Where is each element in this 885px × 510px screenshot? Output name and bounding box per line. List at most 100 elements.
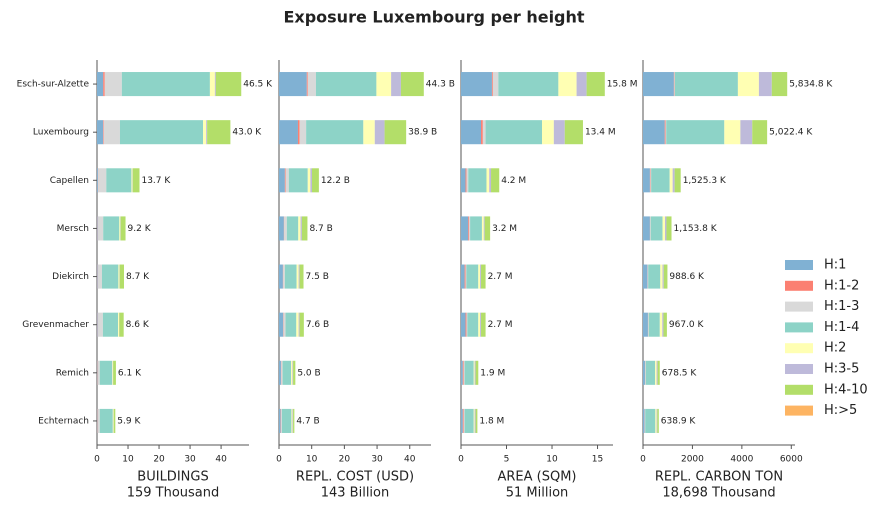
x-axis-sublabel: 51 Million xyxy=(506,486,569,501)
total-label: 638.9 K xyxy=(661,416,697,426)
bar-segment xyxy=(296,312,299,337)
bar-segment xyxy=(103,120,104,145)
total-label: 3.2 M xyxy=(492,224,517,234)
bar-segment xyxy=(209,72,215,97)
bar-segment xyxy=(301,216,308,241)
y-tick-label: Mersch xyxy=(57,224,89,234)
bar-segment xyxy=(215,72,242,97)
x-tick-label: 40 xyxy=(404,455,416,465)
bar-segment xyxy=(674,72,738,97)
bar-segment xyxy=(299,120,307,145)
legend-swatch xyxy=(785,260,813,270)
bar-segment xyxy=(363,120,375,145)
bar-segment xyxy=(102,312,119,337)
bar-segment xyxy=(724,120,741,145)
bar-segment xyxy=(206,120,208,145)
bar-segment xyxy=(486,168,490,193)
bar-segment xyxy=(461,312,466,337)
bar-segment xyxy=(461,360,463,385)
bar-segment xyxy=(485,120,543,145)
legend-swatch xyxy=(785,322,813,333)
bar-segment xyxy=(467,312,479,337)
bar-segment xyxy=(112,360,113,385)
bar-segment xyxy=(650,216,663,241)
legend-swatch xyxy=(785,405,813,416)
bar-segment xyxy=(468,168,487,193)
bar-segment xyxy=(279,168,285,193)
bar-segment xyxy=(97,408,100,433)
bar-segment xyxy=(659,312,663,337)
bar-segment xyxy=(118,312,120,337)
bar-segment xyxy=(461,408,463,433)
bar-segment xyxy=(104,72,122,97)
bar-segment xyxy=(666,120,725,145)
total-label: 5,022.4 K xyxy=(769,128,813,138)
bar-segment xyxy=(285,312,297,337)
bar-segment xyxy=(481,312,486,337)
bar-segment xyxy=(643,312,648,337)
x-tick-label: 0 xyxy=(458,455,464,465)
bar-segment xyxy=(655,360,657,385)
bar-segment xyxy=(752,120,768,145)
bar-segment xyxy=(97,264,102,289)
bar-segment xyxy=(279,120,298,145)
total-label: 13.7 K xyxy=(141,176,171,186)
bar-segment xyxy=(97,168,98,193)
legend-swatch xyxy=(785,384,813,395)
total-label: 9.2 K xyxy=(128,224,152,234)
bar-segment xyxy=(384,120,407,145)
bar-segment xyxy=(306,120,364,145)
bar-segment xyxy=(99,408,113,433)
bar-segment xyxy=(558,72,577,97)
bar-segment xyxy=(662,216,665,241)
x-axis-label: BUILDINGS xyxy=(137,470,208,485)
bar-segment xyxy=(464,360,474,385)
x-tick-label: 30 xyxy=(371,455,383,465)
bar-segment xyxy=(576,72,587,97)
bar-segment xyxy=(674,168,681,193)
x-tick-label: 15 xyxy=(592,455,603,465)
bar-segment xyxy=(310,168,313,193)
total-label: 15.8 M xyxy=(607,80,638,90)
x-tick-label: 30 xyxy=(184,455,196,465)
legend-label: H:1 xyxy=(824,258,846,273)
bar-segment xyxy=(480,264,482,289)
bar-segment xyxy=(374,120,385,145)
bar-segment xyxy=(656,360,658,385)
bar-segment xyxy=(491,72,493,97)
total-label: 5.0 B xyxy=(297,368,320,378)
bar-segment xyxy=(564,120,583,145)
bar-segment xyxy=(307,72,316,97)
bar-segment xyxy=(292,360,294,385)
bar-segment xyxy=(121,72,210,97)
total-label: 1.8 M xyxy=(479,416,504,426)
total-label: 8.6 K xyxy=(126,320,150,330)
x-tick-label: 5 xyxy=(504,455,510,465)
legend-label: H:>5 xyxy=(824,403,857,418)
bar-segment xyxy=(650,168,652,193)
bar-segment xyxy=(648,312,660,337)
legend-label: H:1-2 xyxy=(824,278,859,293)
bar-segment xyxy=(120,216,126,241)
x-axis-sublabel: 159 Thousand xyxy=(127,486,220,501)
total-label: 1.9 M xyxy=(480,368,505,378)
bar-segment xyxy=(296,264,299,289)
bar-segment xyxy=(291,408,293,433)
x-tick-label: 0 xyxy=(640,455,646,465)
bar-segment xyxy=(103,72,105,97)
x-tick-label: 20 xyxy=(339,455,351,465)
x-tick-label: 0 xyxy=(94,455,100,465)
x-tick-label: 10 xyxy=(546,455,558,465)
bar-segment xyxy=(281,360,283,385)
bar-segment xyxy=(119,216,121,241)
x-tick-label: 10 xyxy=(122,455,134,465)
total-label: 4.7 B xyxy=(296,416,319,426)
bar-segment xyxy=(737,72,759,97)
bar-segment xyxy=(400,72,424,97)
bar-segment xyxy=(586,72,605,97)
bar-segment xyxy=(291,360,293,385)
bar-segment xyxy=(648,264,661,289)
bar-segment xyxy=(740,120,753,145)
bar-segment xyxy=(312,168,319,193)
bar-segment xyxy=(771,72,788,97)
